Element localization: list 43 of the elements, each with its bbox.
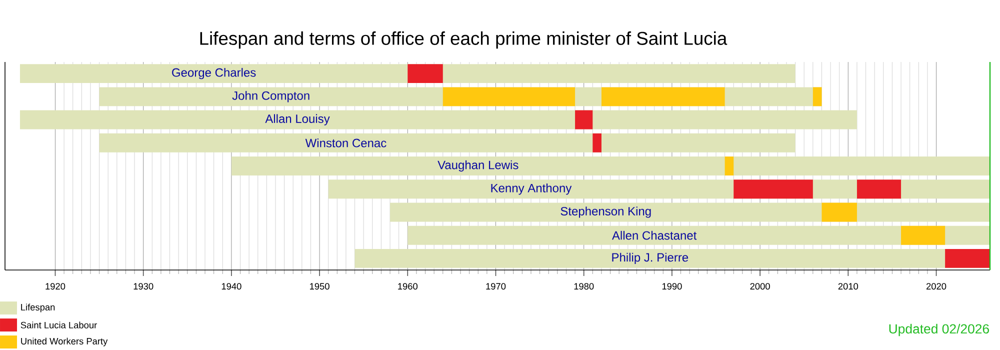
y-tick-label: Winston Cenac [305,138,386,148]
bar [901,226,946,245]
bar [734,180,813,199]
y-tick-label: Allen Chastanet [612,230,697,240]
y-tick-label: George Charles [172,68,256,80]
x-tick-label: 1920 [46,283,66,290]
x-tick-label: 1940 [222,283,242,290]
legend-label: Lifespan [21,304,55,312]
y-tick-label: Stephenson King [560,206,651,218]
y-tick-label: Allan Louisy [265,114,330,126]
bar [231,156,990,176]
chart-title: Lifespan and terms of office of each prime minister of Saint Lucia [200,31,728,49]
text: Updated 02/2026 [889,324,990,336]
bar [390,202,990,222]
bar [724,156,734,176]
bar [408,64,443,84]
bar [20,110,857,130]
bar [812,87,822,106]
legend-label: Saint Lucia Labour [20,322,97,328]
y-tick-label: John Compton [232,91,310,102]
x-tick-label: 1970 [486,283,506,290]
y-tick-label: Kenny Anthony [491,184,572,195]
bar [408,226,990,245]
bar [442,87,576,106]
x-tick-label: 1960 [398,283,418,290]
bar [20,64,796,84]
x-tick-label: 2010 [838,283,858,290]
bar [575,110,593,130]
y-tick-label: Philip J. Pierre [612,252,688,264]
legend-label: United Workers Party [21,338,108,346]
bar [856,180,902,199]
bar [592,133,602,152]
bar [99,133,796,152]
x-tick-label: 2000 [750,283,770,290]
y-tick-label: Vaughan Lewis [438,160,518,172]
bar [945,248,990,268]
x-tick-label: 1990 [662,283,682,290]
x-tick-label: 1950 [310,283,330,290]
x-tick-label: 2020 [926,283,946,290]
bar [822,202,857,222]
x-tick-label: 1980 [574,283,594,290]
bar [601,87,725,106]
x-tick-label: 1930 [134,283,154,290]
